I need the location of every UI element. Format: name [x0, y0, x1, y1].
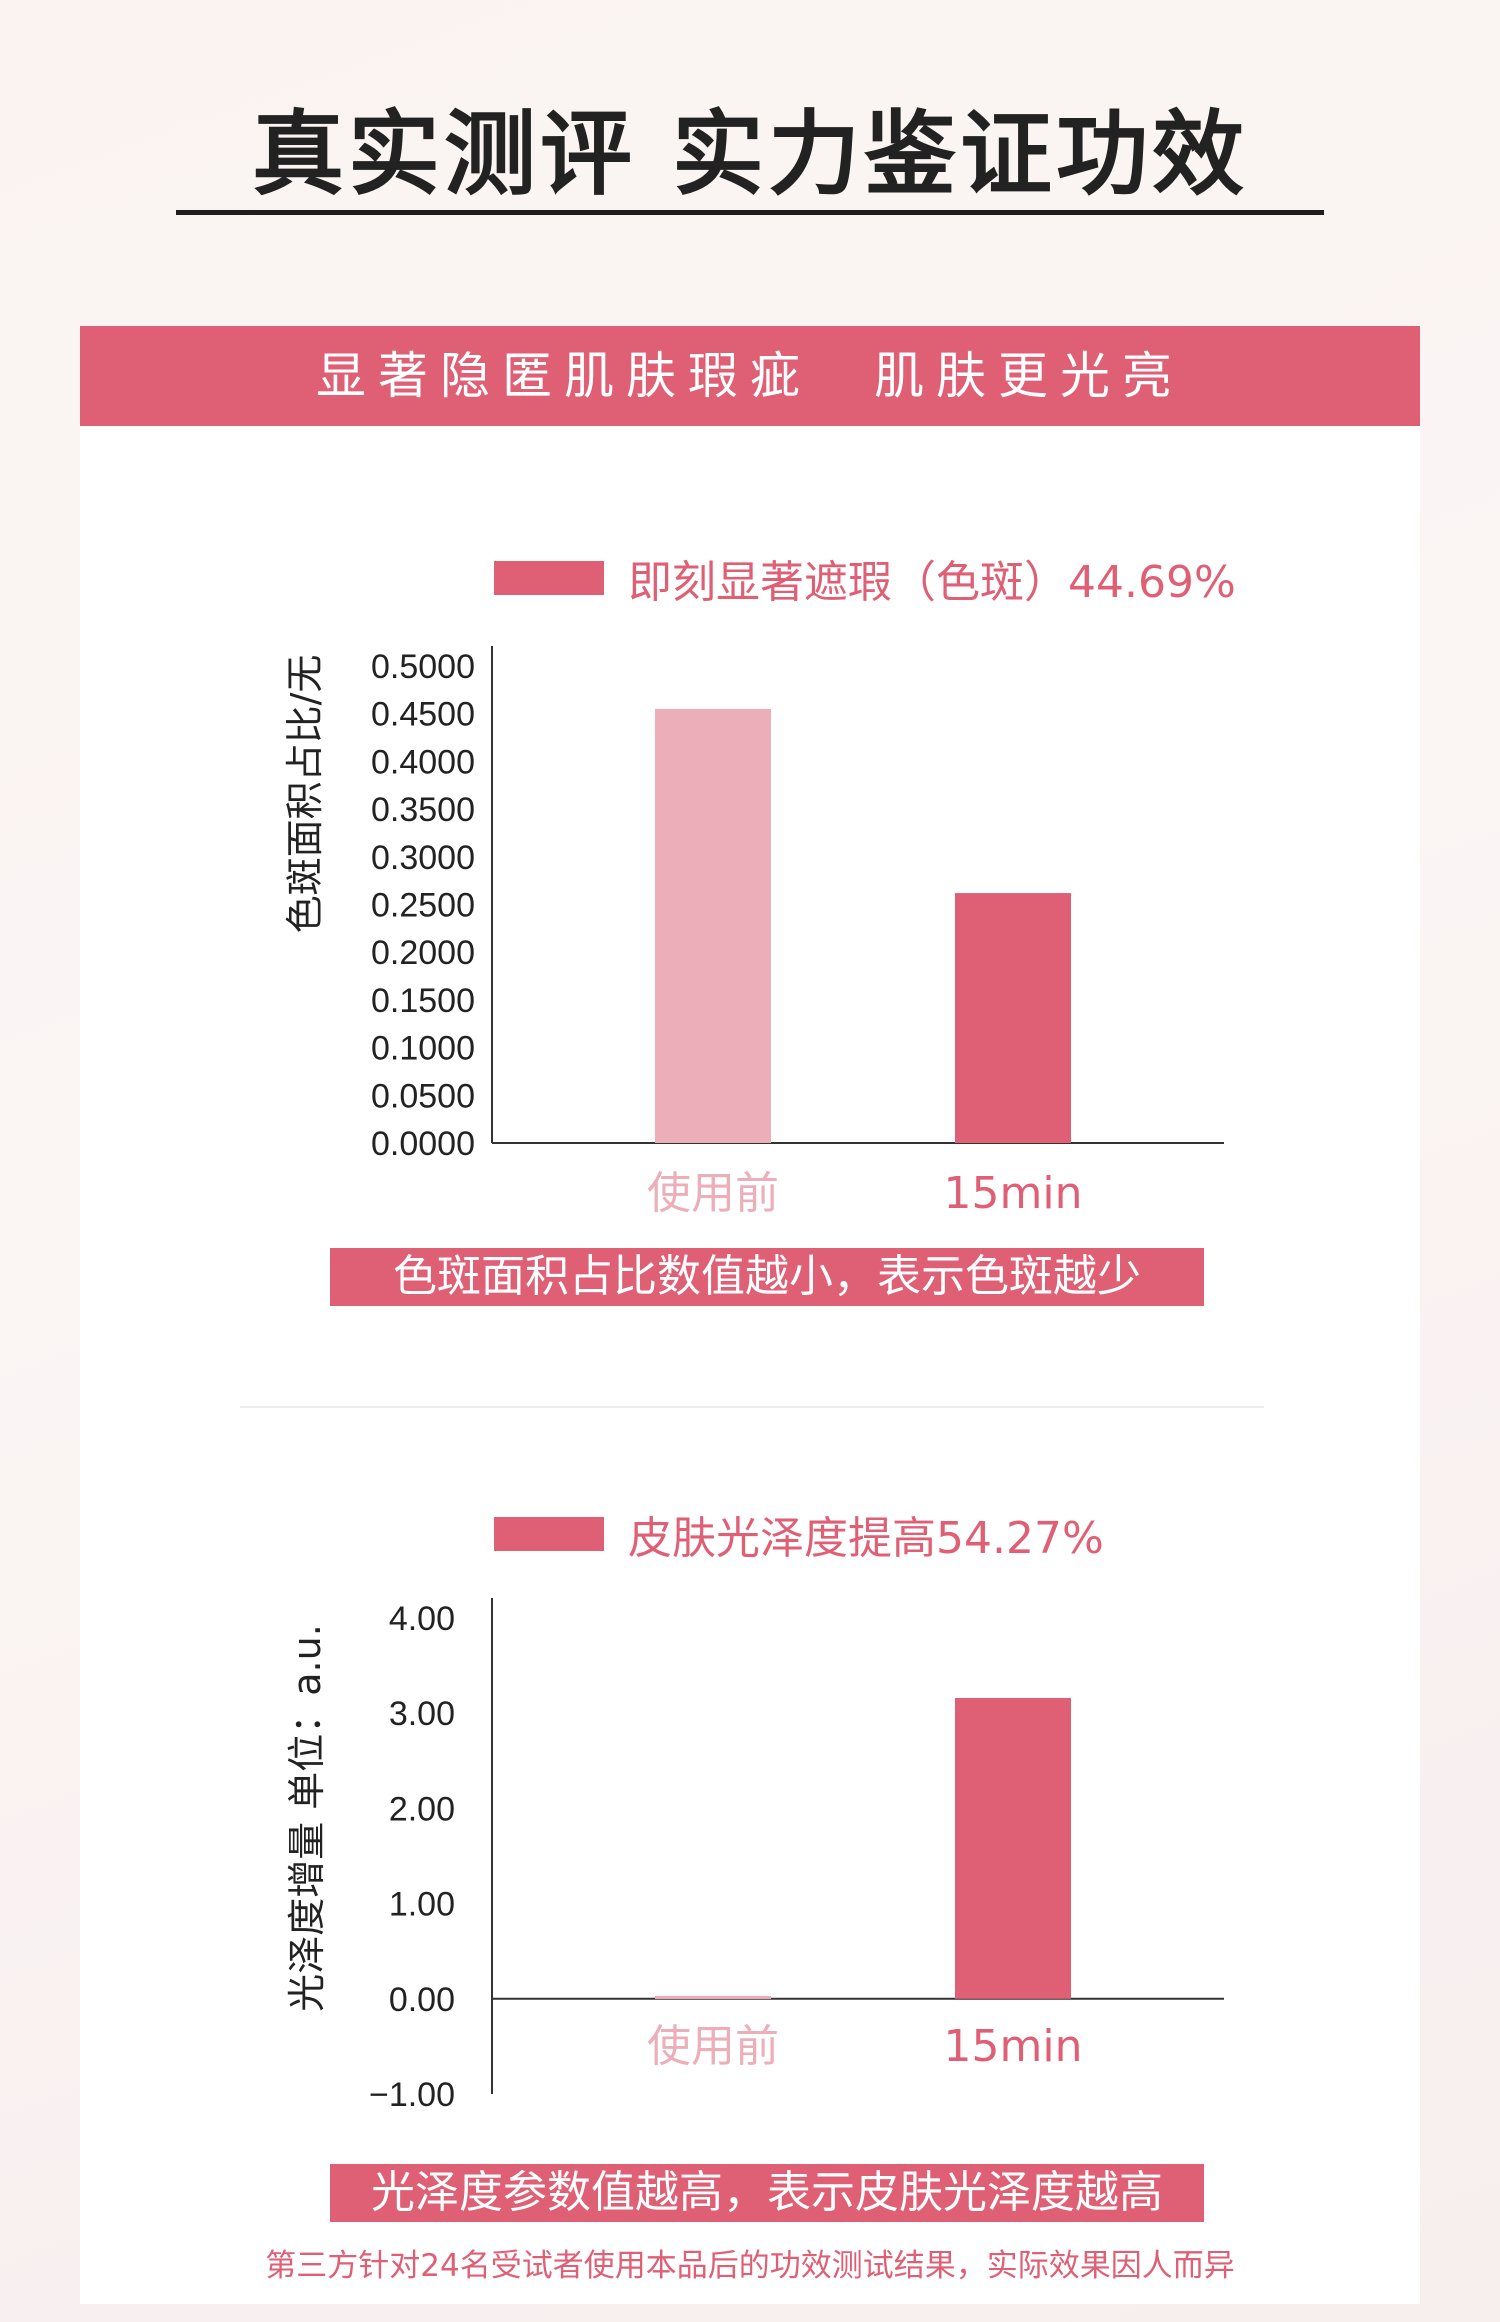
footnote: 第三方针对24名受试者使用本品后的功效测试结果，实际效果因人而异: [265, 2248, 1235, 2284]
chart1-y-tick-label: 0.2500: [371, 887, 475, 925]
chart1-y-tick-label: 0.0500: [371, 1077, 475, 1115]
chart1-y-tick-label: 0.5000: [371, 648, 475, 686]
chart1-note: 色斑面积占比数值越小，表示色斑越少: [330, 1248, 1204, 1306]
chart1-x-category-label: 15min: [944, 1168, 1083, 1219]
chart1-legend: 即刻显著遮瑕（色斑）44.69%: [494, 546, 1236, 610]
chart2-y-tick-label: 2.00: [389, 1790, 455, 1828]
chart2-legend-label: 皮肤光泽度提高54.27%: [628, 1513, 1104, 1564]
chart1-x-category-label: 使用前: [647, 1168, 779, 1219]
chart1-y-axis-title: 色斑面积占比/无: [283, 655, 327, 934]
chart2-y-axis-title: 光泽度增量 单位：a.u.: [285, 1624, 329, 2012]
page-title: 真实测评 实力鉴证功效: [251, 101, 1249, 208]
chart2-y-tick-label: 0.00: [389, 1981, 455, 2019]
chart2-legend-swatch: [494, 1517, 604, 1551]
chart2-y-tick-label: 4.00: [389, 1600, 455, 1638]
chart2-y-tick-label: −1.00: [369, 2076, 455, 2114]
chart1-bar-15min: [955, 893, 1071, 1143]
chart1-legend-swatch: [494, 561, 604, 595]
chart1-y-tick-label: 0.1500: [371, 982, 475, 1020]
chart1-y-tick-label: 0.2000: [371, 934, 475, 972]
chart1-y-tick-label: 0.3000: [371, 839, 475, 877]
chart2-legend: 皮肤光泽度提高54.27%: [494, 1502, 1104, 1566]
chart1-legend-label: 即刻显著遮瑕（色斑）44.69%: [628, 557, 1236, 608]
chart2-x-category-label: 使用前: [647, 2021, 779, 2072]
section-banner: 显著隐匿肌肤瑕疵 肌肤更光亮: [80, 326, 1420, 426]
chart1-y-tick-label: 0.4000: [371, 743, 475, 781]
chart1-y-tick-label: 0.4500: [371, 696, 475, 734]
chart1-y-tick-label: 0.0000: [371, 1125, 475, 1163]
chart1-bar-before: [655, 708, 771, 1143]
chart1-y-tick-label: 0.1000: [371, 1030, 475, 1068]
chart1-y-tick-label: 0.3500: [371, 791, 475, 829]
chart2-y-tick-label: 3.00: [389, 1695, 455, 1733]
chart2-bar-15min: [955, 1697, 1071, 1999]
chart2-note: 光泽度参数值越高，表示皮肤光泽度越高: [330, 2164, 1204, 2222]
section-divider: [240, 1406, 1264, 1408]
chart2-y-tick-label: 1.00: [389, 1886, 455, 1924]
content-card: [80, 326, 1420, 2304]
chart2-x-category-label: 15min: [944, 2021, 1083, 2072]
chart2-bar-before: [655, 1995, 771, 1999]
title-underline: [176, 210, 1324, 215]
